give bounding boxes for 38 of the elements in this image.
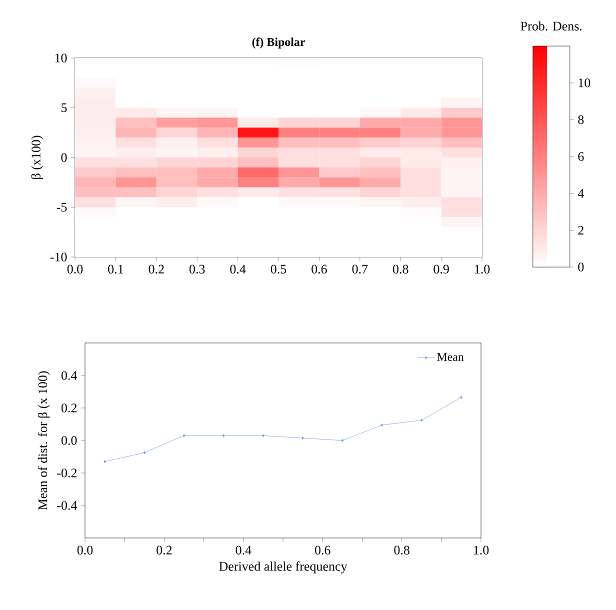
- y-tick-label: 5: [61, 103, 67, 112]
- x-tick-label: 0.8: [394, 546, 410, 555]
- legend-label: Mean: [437, 353, 464, 361]
- y-tick-label: 10: [55, 54, 67, 62]
- y-tick-label: -5: [56, 202, 67, 212]
- color-bar-label: 6: [578, 152, 584, 161]
- y-tick-label: 0.4: [61, 371, 78, 380]
- x-tick-label: 0.3: [189, 264, 205, 274]
- color-bar-label: 0: [578, 262, 584, 272]
- y-tick-label: -0.4: [57, 501, 78, 510]
- x-tick-label: 0.1: [108, 264, 124, 274]
- y-tick-label: 0: [61, 153, 67, 162]
- y-tick-label: 0.2: [61, 404, 77, 412]
- chart-title: (f) Bipolar: [252, 38, 305, 48]
- x-tick-label: 0.6: [312, 264, 327, 274]
- x-tick-label: 0.9: [434, 264, 449, 274]
- color-bar-label: 4: [578, 189, 584, 198]
- x-tick-label: 0.5: [270, 264, 286, 274]
- x-tick-label: 0.6: [314, 546, 330, 555]
- color-bar-label: 8: [578, 115, 584, 124]
- x-tick-label: 0.2: [148, 264, 164, 274]
- y-tick-label: -0.2: [57, 468, 77, 478]
- x-tick-label: 0.8: [392, 264, 408, 274]
- x-tick-label: 0.2: [156, 546, 172, 555]
- x-tick-label: 1.0: [474, 546, 489, 555]
- x-tick-label: 1.0: [475, 264, 490, 274]
- y-axis-title: β (x100): [31, 136, 44, 179]
- color-bar-title: Prob. Dens.: [520, 21, 582, 31]
- y-tick-label: -10: [50, 252, 67, 262]
- color-bar-label: 2: [578, 226, 584, 235]
- color-bar-label: 10: [578, 78, 590, 88]
- y-axis-title: Mean of dist. for β (x 100): [38, 371, 50, 510]
- x-tick-label: 0.7: [352, 264, 368, 274]
- x-tick-label: 0.4: [230, 264, 246, 274]
- x-tick-label: 0.4: [236, 546, 252, 555]
- x-axis-title: Derived allele frequency: [219, 561, 348, 574]
- y-tick-label: 0.0: [61, 436, 77, 445]
- x-tick-label: 0.0: [77, 546, 93, 555]
